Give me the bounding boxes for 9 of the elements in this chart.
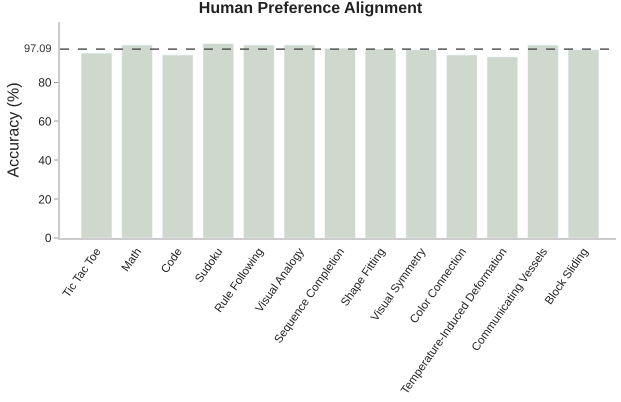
chart-title: Human Preference Alignment [198,0,423,18]
y-tick-label: 20 [38,192,52,206]
ref-line-label: 97.09 [24,43,52,55]
y-tick-label: 40 [38,153,52,168]
y-tick-label: 0 [44,231,52,246]
y-axis-title: Accuracy (%) [6,82,23,178]
x-tick-label: Tic Tac Toe [60,246,104,300]
y-tick-label: 60 [38,114,52,128]
y-tick-label: 80 [38,76,52,90]
